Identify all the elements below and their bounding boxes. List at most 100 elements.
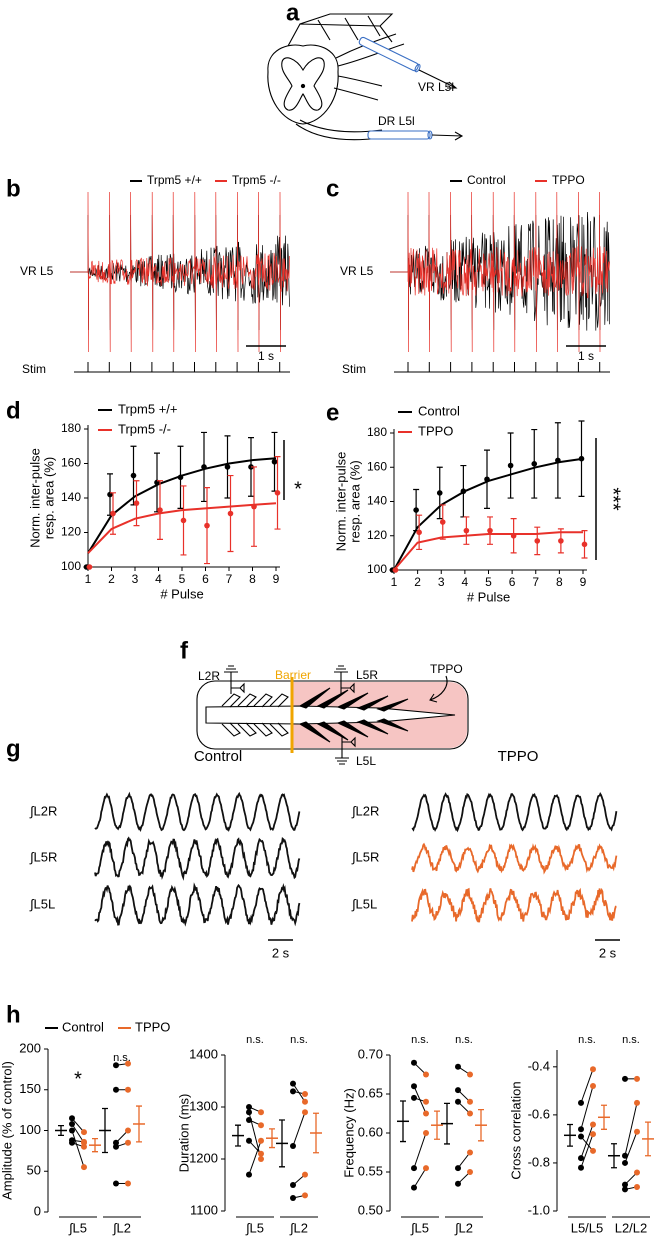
data-point [177,474,184,481]
integrated-trace [411,887,617,923]
panel-label: f [180,637,189,664]
pair-line [580,1069,594,1104]
trace-red [70,191,290,353]
scale-label: 2 s [599,945,617,960]
scale-label: 2 s [272,945,290,960]
legend-label: Trpm5 -/- [118,421,171,436]
legend-label: Trpm5 -/- [232,173,281,187]
legend-label: Trpm5 +/+ [118,401,177,416]
x-tick-label: 7 [226,572,233,586]
data-point [467,1098,473,1105]
data-point [622,1075,628,1082]
data-point [113,1143,119,1150]
data-point [125,1086,131,1093]
trace-label: ∫L5R [29,849,57,864]
data-point [423,1110,429,1117]
fit-curve [87,502,277,554]
data-point [436,490,443,496]
data-point [69,1127,75,1134]
dr-electrode-body [367,130,431,140]
data-point [157,507,163,513]
y-tick-label: 50 [27,1163,41,1178]
data-point [534,538,541,544]
x-tick-label: ∫L5 [245,1220,264,1235]
data-point [246,1109,252,1116]
y-tick-label: 0 [34,1203,41,1218]
dr-electrode [367,130,433,140]
data-point [302,1109,308,1116]
x-tick-label: 7 [532,575,539,589]
data-point [411,1083,417,1090]
data-point [634,1128,640,1135]
y-tick-label: 0.65 [358,1085,383,1100]
data-point [460,488,467,495]
y-tick-label: 160 [61,456,81,470]
y-tick-label: 0.50 [358,1202,383,1217]
pair-line [71,1123,85,1143]
data-point [634,1099,640,1106]
data-point [423,1130,429,1136]
x-tick-label: 1 [391,575,398,589]
data-point [258,1137,264,1144]
y-axis-label: Norm. inter-pulse [333,452,348,552]
data-point [302,1098,308,1105]
data-point [130,472,137,479]
vr-arrow [418,69,458,89]
data-point [578,455,585,462]
legend-label: Control [62,1019,104,1034]
pair-line [71,1130,85,1168]
data-point [204,522,210,529]
data-point [271,458,278,465]
y-axis-label: Amplitude (% of control) [0,1061,14,1200]
data-point [110,510,116,517]
trace-red [390,191,610,353]
data-point [81,1164,87,1171]
data-point [392,567,399,573]
y-tick-label: 120 [61,525,81,539]
data-point [246,1104,252,1110]
pair-line [248,1140,262,1175]
data-point [411,1165,417,1172]
trace-label: VR L5 [340,264,374,278]
scale-label: 1 s [258,349,274,363]
trace-label: ∫L5R [351,849,379,864]
data-point [290,1182,296,1188]
data-point [622,1152,628,1159]
roots-right [298,687,409,743]
y-tick-label: 1200 [189,1150,218,1165]
y-tick-label: -0.6 [528,1106,550,1121]
y-axis-label: Cross correlation [508,1081,523,1179]
significance-label: *** [602,487,624,511]
x-tick-label: ∫L5 [410,1220,429,1235]
x-tick-label: 4 [462,575,469,589]
data-point [590,1083,596,1090]
data-point [113,1180,119,1187]
data-point [246,1117,252,1123]
trace-label: ∫L2R [29,803,57,818]
data-point [578,1126,584,1133]
data-point [467,1169,473,1175]
x-tick-label: 4 [155,572,162,586]
y-tick-label: 100 [19,1122,41,1137]
data-point [125,1060,131,1067]
data-point [125,1180,131,1187]
y-tick-label: -0.4 [528,1058,550,1073]
data-point [411,1094,417,1101]
data-point [578,1133,584,1140]
y-tick-label: 180 [367,425,387,439]
x-tick-label: ∫L2 [112,1220,131,1235]
y-tick-label: 0.70 [358,1046,383,1061]
integrated-trace [411,791,618,833]
x-tick-label: 6 [509,575,516,589]
pair-line [413,1132,427,1169]
data-point [531,461,538,467]
data-point [81,1143,87,1150]
data-point [258,1156,264,1162]
x-axis-label: # Pulse [160,586,203,601]
data-point [487,527,493,534]
data-point [455,1180,461,1187]
x-tick-label: 8 [556,575,563,589]
y-tick-label: -1.0 [528,1202,550,1217]
data-point [125,1139,131,1146]
data-point [484,476,490,483]
